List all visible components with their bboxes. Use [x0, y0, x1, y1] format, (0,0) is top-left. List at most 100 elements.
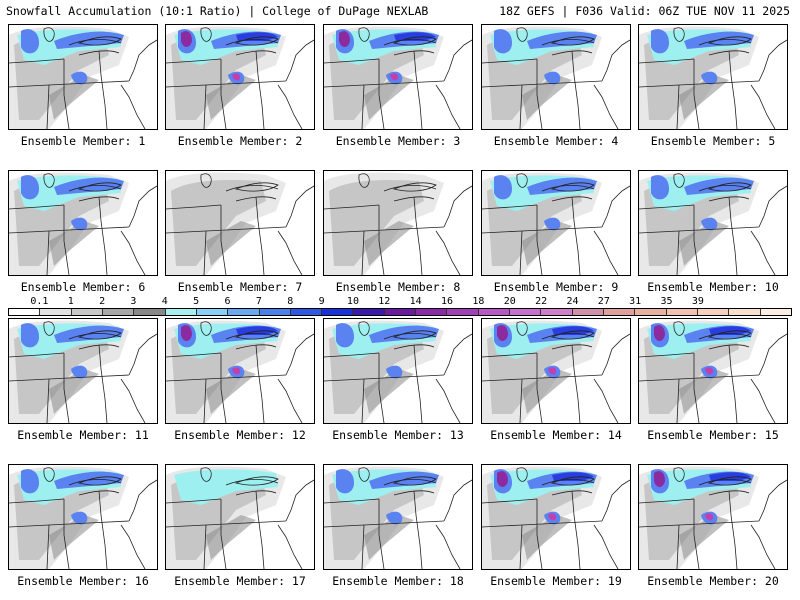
snowfall-map-3	[324, 26, 472, 129]
colorbar-tick-label: 12	[378, 296, 391, 307]
ensemble-map-20	[638, 464, 788, 570]
ensemble-member-label: Ensemble Member: 17	[174, 574, 306, 588]
ensemble-map-16	[8, 464, 158, 570]
ensemble-map-1	[8, 24, 158, 130]
ensemble-map-7	[165, 170, 315, 276]
header: Snowfall Accumulation (10:1 Ratio) | Col…	[0, 0, 800, 22]
colorbar-tick-label: 18	[472, 296, 485, 307]
colorbar-swatch	[416, 309, 448, 315]
colorbar-swatch	[290, 309, 323, 315]
map-title: Snowfall Accumulation (10:1 Ratio) | Col…	[6, 4, 429, 18]
snowfall-map-14	[482, 320, 630, 423]
colorbar-swatch	[384, 309, 417, 315]
colorbar-swatch	[196, 309, 229, 315]
colorbar-tick-label: 10	[346, 296, 359, 307]
colorbar-tick-label: 27	[597, 296, 610, 307]
colorbar-swatch	[165, 309, 197, 315]
colorbar-tick-label: 7	[255, 296, 262, 307]
snowfall-map-4	[482, 26, 630, 129]
colorbar-tick-label: 14	[409, 296, 422, 307]
colorbar-swatch	[541, 309, 573, 315]
colorbar-swatch	[760, 309, 791, 315]
snowfall-map-7	[166, 172, 314, 275]
snowfall-map-18	[324, 466, 472, 569]
colorbar-tick-label: 31	[629, 296, 642, 307]
ensemble-map-4	[481, 24, 631, 130]
snowfall-map-6	[9, 172, 157, 275]
ensemble-member-label: Ensemble Member: 9	[493, 280, 619, 294]
colorbar-swatch	[259, 309, 291, 315]
colorbar-strip	[8, 308, 792, 316]
ensemble-member-label: Ensemble Member: 1	[20, 134, 146, 148]
colorbar-swatch	[572, 309, 604, 315]
ensemble-map-14	[481, 318, 631, 424]
colorbar-tick-label: 39	[691, 296, 704, 307]
colorbar-swatch	[322, 309, 354, 315]
snowfall-map-19	[482, 466, 630, 569]
colorbar-swatch	[635, 309, 667, 315]
ensemble-member-label: Ensemble Member: 19	[490, 574, 622, 588]
colorbar-swatch	[603, 309, 636, 315]
ensemble-member-label: Ensemble Member: 10	[647, 280, 779, 294]
colorbar-tick-labels: 0.1 1 2 3 4 5 6 7 8 9 10 12 14 16 18 20 22 24 27 31 35 39	[8, 296, 792, 308]
colorbar-tick-label: 16	[441, 296, 454, 307]
ensemble-member-label: Ensemble Member: 20	[647, 574, 779, 588]
colorbar-swatch	[666, 309, 698, 315]
snowfall-map-15	[639, 320, 787, 423]
ensemble-map-18	[323, 464, 473, 570]
ensemble-map-3	[323, 24, 473, 130]
snowfall-map-17	[166, 466, 314, 569]
colorbar-swatch	[134, 309, 166, 315]
snowfall-map-11	[9, 320, 157, 423]
snowfall-map-20	[639, 466, 787, 569]
ensemble-member-label: Ensemble Member: 12	[174, 428, 306, 442]
ensemble-member-label: Ensemble Member: 2	[177, 134, 303, 148]
ensemble-map-2	[165, 24, 315, 130]
snowfall-map-10	[639, 172, 787, 275]
colorbar-swatch	[71, 309, 103, 315]
ensemble-member-label: Ensemble Member: 7	[177, 280, 303, 294]
snowfall-map-12	[166, 320, 314, 423]
ensemble-member-label: Ensemble Member: 15	[647, 428, 779, 442]
run-info: 18Z GEFS | F036 Valid: 06Z TUE NOV 11 20…	[499, 4, 790, 18]
ensemble-member-label: Ensemble Member: 8	[335, 280, 461, 294]
ensemble-map-15	[638, 318, 788, 424]
colorbar-tick-label: 0.1	[30, 296, 49, 307]
ensemble-map-19	[481, 464, 631, 570]
snowfall-colorbar: 0.1 1 2 3 4 5 6 7 8 9 10 12 14 16 18 20 22 24 27 31 35 39	[8, 296, 792, 318]
ensemble-member-label: Ensemble Member: 18	[332, 574, 464, 588]
colorbar-tick-label: 4	[161, 296, 168, 307]
colorbar-swatch	[9, 309, 41, 315]
ensemble-member-label: Ensemble Member: 4	[493, 134, 619, 148]
ensemble-map-11	[8, 318, 158, 424]
ensemble-member-label: Ensemble Member: 6	[20, 280, 146, 294]
snowfall-map-13	[324, 320, 472, 423]
ensemble-map-9	[481, 170, 631, 276]
colorbar-swatch	[228, 309, 260, 315]
ensemble-map-10	[638, 170, 788, 276]
ensemble-map-8	[323, 170, 473, 276]
ensemble-map-5	[638, 24, 788, 130]
colorbar-tick-label: 9	[318, 296, 325, 307]
colorbar-tick-label: 20	[503, 296, 516, 307]
ensemble-map-12	[165, 318, 315, 424]
snowfall-map-2	[166, 26, 314, 129]
colorbar-tick-label: 5	[193, 296, 200, 307]
colorbar-tick-label: 6	[224, 296, 231, 307]
ensemble-member-label: Ensemble Member: 5	[650, 134, 776, 148]
colorbar-tick-label: 24	[566, 296, 579, 307]
ensemble-member-label: Ensemble Member: 16	[17, 574, 149, 588]
ensemble-member-label: Ensemble Member: 3	[335, 134, 461, 148]
ensemble-map-17	[165, 464, 315, 570]
colorbar-swatch	[729, 309, 761, 315]
ensemble-member-label: Ensemble Member: 14	[490, 428, 622, 442]
colorbar-swatch	[353, 309, 385, 315]
ensemble-map-13	[323, 318, 473, 424]
ensemble-member-label: Ensemble Member: 13	[332, 428, 464, 442]
colorbar-tick-label: 35	[660, 296, 673, 307]
colorbar-swatch	[40, 309, 72, 315]
colorbar-tick-label: 8	[287, 296, 294, 307]
colorbar-swatch	[697, 309, 730, 315]
snowfall-map-1	[9, 26, 157, 129]
colorbar-tick-label: 3	[130, 296, 137, 307]
